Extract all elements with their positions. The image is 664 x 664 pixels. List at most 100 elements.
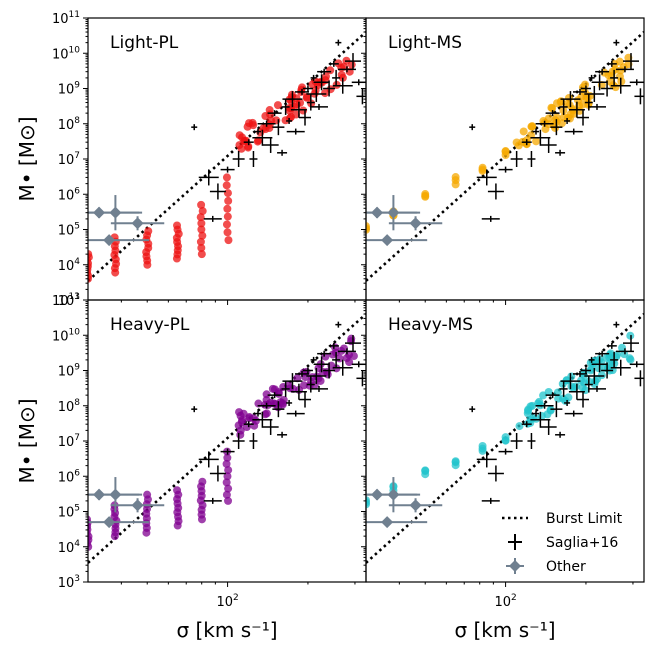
sim-point — [251, 416, 260, 425]
x-tick-label: 102 — [216, 593, 238, 610]
sim-point — [222, 490, 231, 499]
sim-point — [578, 83, 587, 92]
sim-point — [501, 436, 510, 445]
y-ticks — [361, 17, 366, 301]
sim-point — [611, 65, 620, 74]
saglia16-series — [191, 321, 366, 504]
sim-point — [578, 383, 587, 392]
sim-point — [554, 394, 563, 403]
sim-point — [196, 213, 205, 222]
sim-point — [591, 356, 600, 365]
sim-point — [564, 393, 573, 402]
sim-point — [224, 466, 233, 475]
sim-point — [224, 484, 233, 493]
panel-light-pl: Light-PL 103 104 105 106 107 108 109 1010 1011 M• … — [15, 10, 367, 309]
sim-point — [274, 388, 283, 397]
sim-point — [323, 367, 332, 376]
sim-point — [222, 220, 231, 229]
sim-point — [541, 125, 550, 134]
other-point — [409, 217, 422, 230]
sim-point — [305, 381, 314, 390]
sim-point — [625, 354, 634, 363]
panel-frame — [365, 17, 645, 301]
panel-plot-area — [366, 313, 644, 564]
legend-other-marker — [509, 560, 521, 572]
sim-point — [615, 72, 624, 81]
legend-label: Other — [546, 559, 586, 575]
other-point — [131, 217, 144, 230]
sim-point — [223, 212, 232, 221]
sim-point — [173, 221, 182, 230]
saglia16-series — [469, 321, 644, 504]
y-tick-label: 106 — [58, 186, 81, 203]
sim-point — [197, 200, 206, 209]
sim-point — [347, 60, 356, 69]
sim-point — [451, 461, 460, 470]
sim-point — [551, 116, 560, 125]
sim-point — [302, 92, 311, 101]
sim-point — [299, 381, 308, 390]
simulation-series — [88, 334, 358, 551]
panel-title: Heavy-PL — [110, 315, 190, 335]
x-ticks — [120, 582, 356, 587]
y-tick-label: 109 — [58, 81, 81, 98]
sim-point — [197, 219, 206, 228]
sim-point — [299, 106, 308, 115]
sim-point — [451, 176, 460, 185]
legend-label: Burst Limit — [546, 511, 623, 527]
sim-point — [366, 224, 370, 233]
simulation-series — [88, 56, 356, 283]
sim-point — [248, 118, 257, 127]
sim-point — [337, 70, 346, 79]
other-point — [93, 488, 106, 501]
sim-point — [224, 236, 233, 245]
sim-point — [222, 181, 231, 190]
sim-point — [478, 446, 487, 455]
sim-point — [293, 374, 302, 383]
saglia16-series — [191, 39, 366, 222]
legend-label: Saglia+16 — [546, 535, 618, 551]
y-tick-label: 103 — [58, 292, 80, 309]
sim-point — [501, 147, 510, 156]
sim-point — [266, 398, 275, 407]
other-point — [131, 499, 144, 512]
other-point — [371, 206, 384, 219]
sim-point — [197, 225, 206, 234]
sim-point — [349, 352, 358, 361]
sim-point — [620, 350, 629, 359]
sim-point — [197, 250, 206, 259]
simulation-series — [366, 331, 635, 509]
sim-point — [144, 227, 153, 236]
y-ticks — [361, 299, 366, 583]
sim-point — [337, 63, 346, 72]
sim-point — [173, 486, 182, 495]
sim-point — [366, 498, 370, 507]
sim-point — [298, 83, 307, 92]
x-ticks — [120, 300, 356, 305]
panel-plot-area — [88, 31, 366, 283]
y-tick-label: 108 — [58, 398, 81, 415]
sim-point — [265, 120, 274, 129]
panel-plot-area — [366, 31, 644, 282]
sim-point — [514, 141, 523, 150]
sim-point — [196, 237, 205, 246]
sim-point — [262, 390, 271, 399]
other-point — [381, 234, 394, 247]
sim-point — [527, 122, 536, 131]
y-tick-label: 105 — [58, 504, 80, 521]
sim-point — [308, 80, 317, 89]
panel-title: Light-PL — [110, 33, 179, 53]
y-tick-label: 107 — [58, 151, 80, 168]
sim-point — [562, 100, 571, 109]
other-series — [366, 195, 443, 247]
x-axis-label: σ [km s⁻¹] — [176, 618, 277, 642]
y-axis-label: M• [M⊙] — [15, 116, 39, 201]
sim-point — [347, 334, 356, 343]
sim-point — [519, 127, 528, 136]
sim-point — [569, 384, 578, 393]
sim-point — [585, 91, 594, 100]
other-point — [103, 516, 116, 529]
other-point — [103, 234, 116, 247]
y-tick-label: 106 — [58, 468, 81, 485]
x-axis-label: σ [km s⁻¹] — [454, 618, 555, 642]
